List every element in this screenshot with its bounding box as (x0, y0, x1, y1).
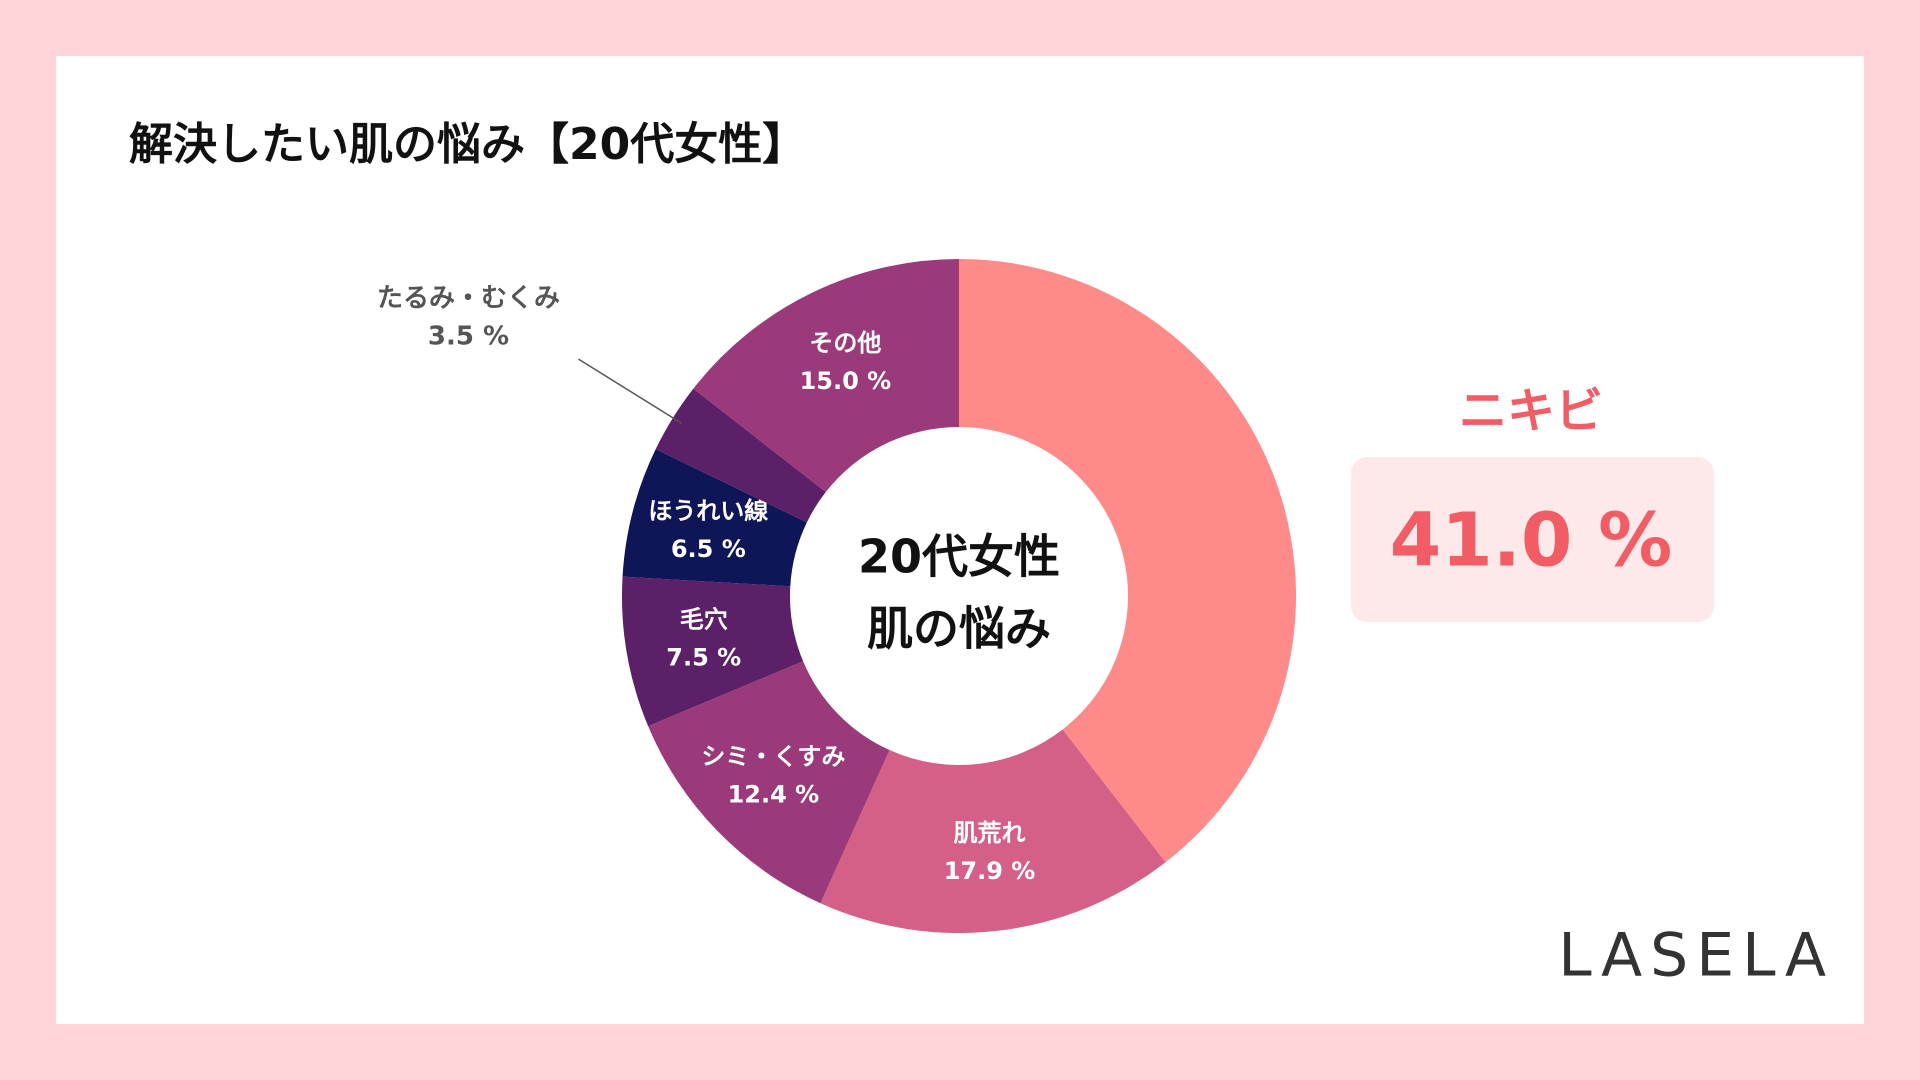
slice-value: 6.5 % (671, 535, 746, 563)
slice-value: 15.0 % (800, 367, 892, 395)
center-text: 肌の悩み (867, 602, 1051, 656)
slice-label: たるみ・むくみ (377, 284, 560, 314)
brand-logo: LASELA (1558, 921, 1834, 991)
donut-slice (655, 388, 826, 523)
slice-label: ほうれい線 (648, 497, 768, 525)
highlight-label: ニキビ (1459, 383, 1603, 439)
slice-value: 12.4 % (728, 781, 820, 809)
donut-slice (648, 661, 890, 904)
slice-label: その他 (809, 329, 881, 357)
donut-slice (693, 259, 959, 493)
donut-slice (622, 576, 804, 727)
slice-label: シミ・くすみ (701, 743, 845, 771)
slice-label: 毛穴 (680, 606, 728, 634)
slice-value: 17.9 % (944, 857, 1036, 885)
donut-slice (959, 259, 1296, 863)
slice-value: 7.5 % (666, 644, 741, 672)
highlight-box (1351, 457, 1714, 622)
donut-slice (820, 729, 1166, 933)
leader-line (578, 358, 682, 424)
slice-label: 肌荒れ (954, 819, 1026, 847)
center-text: 20代女性 (858, 530, 1060, 584)
donut-slice (622, 449, 807, 587)
slice-value: 3.5 % (428, 322, 509, 352)
chart-title: 解決したい肌の悩み【20代女性】 (129, 119, 806, 170)
highlight-value: 41.0 % (1390, 498, 1673, 584)
